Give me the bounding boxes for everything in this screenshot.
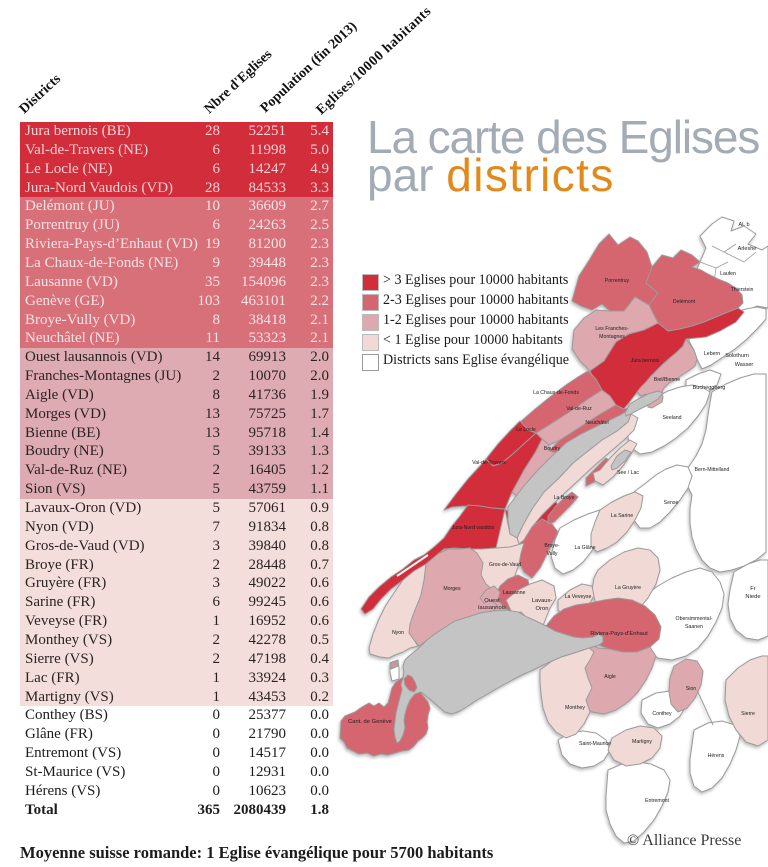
svg-text:Conthey: Conthey [652,711,672,717]
svg-text:Les Franches-: Les Franches- [595,326,628,332]
svg-text:La Sarine: La Sarine [611,513,633,519]
svg-text:Jura bernois: Jura bernois [631,358,660,364]
svg-text:Laufen: Laufen [720,271,736,277]
svg-text:Lavaux-: Lavaux- [532,598,553,604]
svg-text:Boudry: Boudry [544,446,561,452]
svg-text:Seeland: Seeland [662,415,681,421]
svg-text:Niede: Niede [745,594,760,600]
svg-text:La Broye: La Broye [554,495,575,501]
svg-text:La Glâne: La Glâne [574,545,595,551]
svg-text:Broye-: Broye- [544,543,560,549]
svg-text:Le Locle: Le Locle [516,427,536,433]
svg-text:lausannois: lausannois [478,605,506,611]
svg-text:Obersimmental-: Obersimmental- [676,616,713,622]
svg-text:Bern-Mittelland: Bern-Mittelland [695,467,730,473]
svg-text:Thierstein: Thierstein [731,287,754,293]
svg-text:Lausanne: Lausanne [503,590,526,596]
svg-text:Morges: Morges [443,586,461,592]
svg-text:Solothurn: Solothurn [725,353,749,359]
svg-text:Fr: Fr [750,586,756,592]
svg-text:La Gruyère: La Gruyère [615,585,641,591]
svg-text:Vully: Vully [546,551,557,557]
svg-text:See / Lac: See / Lac [617,470,639,476]
svg-text:Riviera-Pays-d'Enhaut: Riviera-Pays-d'Enhaut [590,631,648,637]
svg-text:Entremont: Entremont [645,798,669,804]
svg-text:Sense: Sense [664,500,679,506]
svg-text:Nyon: Nyon [392,630,404,636]
svg-text:Lebern: Lebern [704,351,720,357]
svg-text:Cant. de Genève: Cant. de Genève [348,719,392,725]
svg-text:Porrentruy: Porrentruy [605,278,630,284]
svg-text:Neuchâtel: Neuchâtel [585,420,608,426]
svg-text:AL b: AL b [738,222,749,228]
svg-text:Wasser: Wasser [735,362,754,368]
svg-text:Montagnes: Montagnes [599,334,625,340]
svg-text:Biel/Bienne: Biel/Bienne [654,377,680,383]
svg-text:Gros-de-Vaud: Gros-de-Vaud [489,562,521,568]
svg-text:Saint-Maurice: Saint-Maurice [579,741,611,747]
svg-text:Saanen: Saanen [685,624,703,630]
svg-text:La Chaux-de-Fonds: La Chaux-de-Fonds [533,390,579,396]
svg-text:Val-de-Ruz: Val-de-Ruz [566,406,592,412]
svg-text:Jura-Nord vaudois: Jura-Nord vaudois [452,525,495,531]
svg-text:Arleshe: Arleshe [738,246,757,252]
svg-text:© Alliance Presse: © Alliance Presse [627,832,741,849]
svg-text:Ouest: Ouest [484,598,500,604]
svg-text:Sierre: Sierre [741,711,755,717]
svg-text:La Veveyse: La Veveyse [565,594,592,600]
svg-text:Hérens: Hérens [708,753,725,759]
svg-text:Monthey: Monthey [565,705,585,711]
svg-text:Aigle: Aigle [604,674,616,680]
svg-text:Sion: Sion [686,686,696,692]
svg-text:Delémont: Delémont [673,299,696,305]
svg-text:Val-de-Travers: Val-de-Travers [472,460,506,466]
svg-text:Bucheggberg: Bucheggberg [693,385,726,391]
svg-text:Oron: Oron [536,606,549,612]
svg-text:Martigny: Martigny [632,739,652,745]
